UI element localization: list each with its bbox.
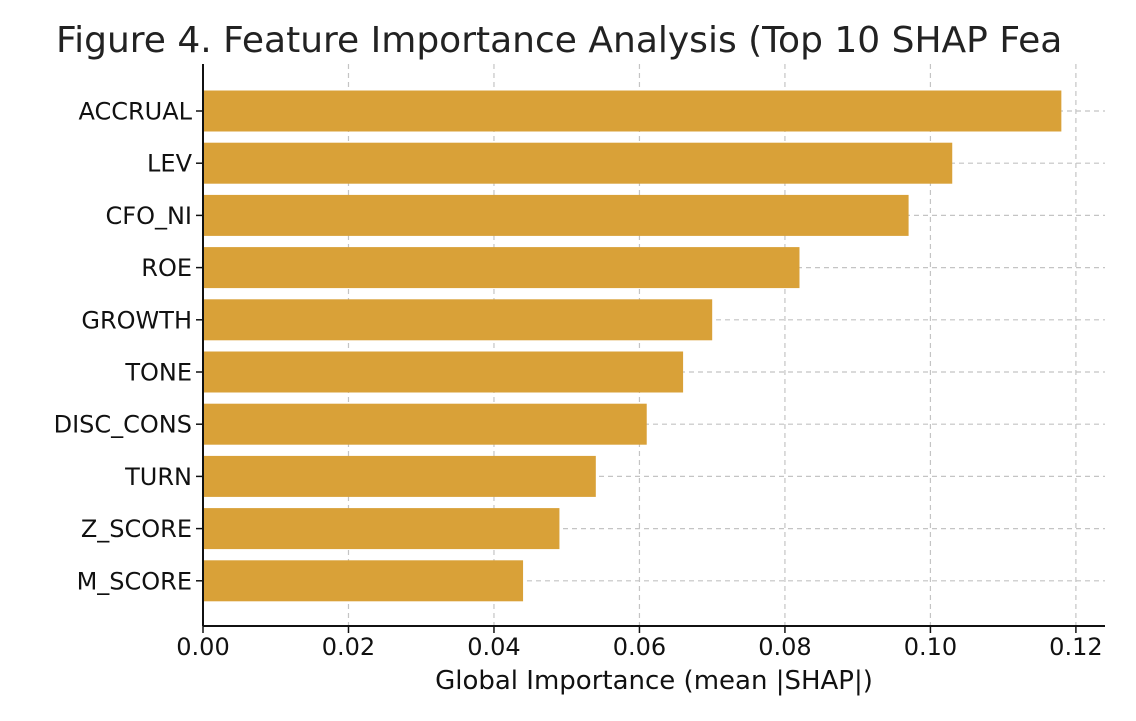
ticks-layer: 0.00 0.02 0.04 0.06 0.08 0.10 0.12 ACCRUAL LEV CF…: [54, 98, 1103, 662]
y-tick-label: LEV: [147, 150, 193, 178]
y-tick-label: ACCRUAL: [78, 98, 192, 126]
bar-roe: [203, 247, 800, 289]
x-tick-label: 0.10: [904, 633, 957, 661]
y-tick-label: GROWTH: [81, 306, 192, 334]
y-tick-label: ROE: [141, 254, 192, 282]
x-tick-label: 0.00: [176, 633, 229, 661]
bar-z-score: [203, 508, 560, 550]
bar-lev: [203, 142, 953, 184]
bar-m-score: [203, 560, 524, 602]
bar-cfo-ni: [203, 194, 909, 236]
y-tick-label: TONE: [124, 359, 192, 387]
x-axis-label: Global Importance (mean |SHAP|): [435, 666, 873, 696]
x-tick-label: 0.08: [758, 633, 811, 661]
y-tick-label: M_SCORE: [77, 567, 192, 595]
x-tick-label: 0.06: [613, 633, 666, 661]
bar-accrual: [203, 90, 1062, 132]
y-tick-label: Z_SCORE: [81, 515, 192, 543]
y-tick-label: TURN: [124, 463, 192, 491]
x-tick-label: 0.04: [467, 633, 520, 661]
bars-layer: [203, 90, 1062, 602]
x-tick-label: 0.12: [1049, 633, 1102, 661]
bar-disc-cons: [203, 403, 647, 445]
bar-tone: [203, 351, 684, 393]
axes-layer: [202, 64, 1105, 627]
bar-turn: [203, 455, 596, 497]
chart-title: Figure 4. Feature Importance Analysis (T…: [56, 20, 1062, 61]
bar-growth: [203, 299, 713, 341]
y-tick-label: DISC_CONS: [54, 411, 192, 439]
x-tick-label: 0.02: [322, 633, 375, 661]
y-tick-label: CFO_NI: [106, 202, 192, 230]
